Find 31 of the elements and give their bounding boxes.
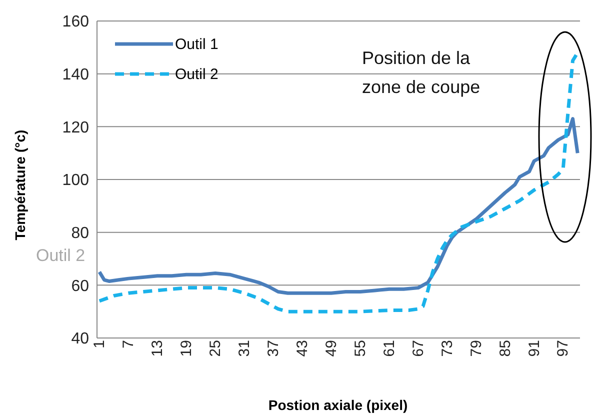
x-tick-label: 67 [410,340,427,357]
annotation: Position de la zone de coupe [362,47,482,99]
x-tick-label: 37 [264,340,282,357]
y-tick-label: 40 [71,330,90,348]
line-series [98,116,580,295]
x-tick-label: 61 [380,340,398,357]
y-tick-label: 120 [62,119,90,136]
x-tick-label: 25 [206,340,224,357]
y-tick-label: 60 [71,278,90,295]
x-tick-label: 73 [438,340,456,357]
x-tick-label: 43 [294,340,311,357]
x-tick-label: 79 [468,340,485,357]
x-tick-label: 91 [526,340,543,357]
legend-label: Outil 1 [175,36,218,52]
x-tick-label: 85 [496,340,514,357]
text: Outil 2 [36,246,86,266]
y-tick-label: 100 [62,172,90,190]
y-tick-label: 80 [71,225,90,242]
y-tick-label: 160 [62,14,90,31]
x-tick-label: 31 [236,340,253,357]
x-axis-title: Postion axiale (pixel) [268,397,408,413]
legend-label: Outil 2 [175,66,218,82]
x-tick-label: 1 [91,340,108,348]
x-tick-label: 55 [352,340,369,357]
x-tick-label: 97 [554,340,572,357]
x-tick-label: 7 [120,340,138,348]
x-tick-label: 49 [322,340,340,357]
y-tick-label: 140 [62,66,90,84]
x-tick-label: 19 [178,340,196,357]
y-axis-title: Température (°c) [12,130,28,240]
x-tick-label: 13 [149,340,166,357]
